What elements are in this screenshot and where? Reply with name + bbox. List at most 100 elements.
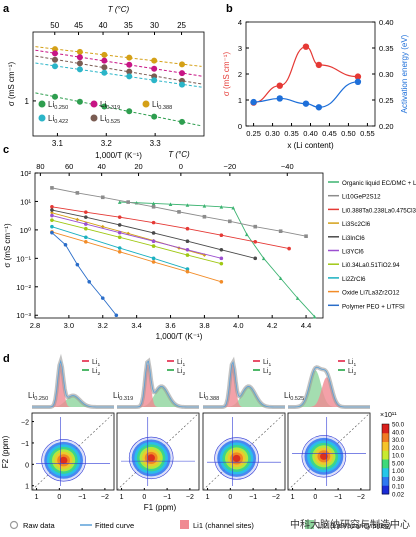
data-point-1: [177, 210, 181, 214]
subpanel-label: Li0.388: [199, 391, 219, 402]
contour-level: [320, 452, 328, 460]
y-tick-label: 1: [25, 484, 29, 491]
y-axis-label: F2 (ppm): [1, 435, 10, 468]
bottom-legend-swatch: [180, 520, 189, 529]
top-axis-label: T (°C): [108, 5, 130, 14]
subpanel-label: Li0.319: [113, 391, 133, 402]
data-point-9: [50, 230, 54, 235]
top-axis-label: T (°C): [168, 150, 190, 159]
x-tick-label: 4.0: [233, 321, 243, 330]
data-point-3: [51, 63, 58, 70]
y-axis-label: σ (mS cm⁻¹): [3, 223, 12, 268]
data-point-0: [179, 61, 186, 68]
panel-label-c: c: [3, 144, 9, 156]
contour-level: [59, 456, 68, 464]
fitted-curve: [203, 361, 285, 408]
data-point-1: [101, 57, 108, 64]
data-point-0: [202, 204, 207, 208]
data-point-0: [151, 57, 158, 64]
bottom-legend-label: Li2 (La-vacancy sites): [318, 521, 391, 530]
contour-level: [232, 454, 241, 463]
top-tick-label: 35: [124, 21, 133, 30]
legend-label: Li3Sc2Cl6: [342, 221, 371, 228]
x-tick-label: 4.2: [267, 321, 277, 330]
data-point-0: [315, 61, 323, 69]
data-point-4: [151, 231, 156, 235]
legend-label: Polymer PEO + LiTFSI: [342, 303, 405, 310]
x-axis-label: 1,000/T (K⁻¹): [156, 332, 203, 341]
data-point-1: [304, 234, 308, 239]
top-tick-label: 20: [134, 162, 142, 171]
colorbar-frame: [381, 423, 390, 495]
data-point-3: [76, 66, 83, 73]
x-tick-label: 0.50: [341, 129, 356, 138]
data-point-6: [50, 218, 54, 222]
x-tick-label: 0.55: [360, 129, 375, 138]
data-point-7: [151, 256, 156, 261]
legend-swatch: [90, 114, 98, 122]
y-tick-label: 10⁻¹: [16, 254, 31, 263]
data-point-6: [117, 235, 122, 240]
x-tick-label: 0.25: [246, 129, 261, 138]
data-point-8: [84, 240, 88, 244]
colorbar-tick-label: 40.0: [392, 429, 405, 436]
data-point-2: [84, 210, 88, 214]
data-point-5: [151, 239, 156, 244]
legend-1d-label: Li2: [348, 368, 356, 377]
data-point-0: [231, 205, 236, 210]
y-left-tick-label: 2: [238, 70, 242, 79]
data-point-8: [151, 260, 156, 264]
colorbar-tick-label: 30.0: [392, 437, 405, 444]
fit-line-0: [35, 46, 202, 67]
colorbar-tick-label: 0.30: [392, 476, 405, 483]
data-point-5: [185, 247, 190, 252]
data-point-3: [202, 253, 207, 257]
x-tick-label: 0.30: [265, 129, 280, 138]
data-point-9: [100, 296, 105, 300]
bottom-legend-label: Li1 (channel sites): [193, 521, 254, 530]
data-point-0: [168, 202, 173, 207]
y-right-tick-label: 0.25: [379, 96, 394, 105]
y-axis-label: σ (mS cm⁻¹): [7, 62, 16, 107]
li2-peak: [203, 386, 285, 407]
top-tick-label: 50: [50, 21, 59, 30]
fit-line-4: [35, 92, 202, 127]
data-point-4: [253, 256, 258, 261]
data-point-3: [50, 210, 54, 215]
data-point-9: [63, 242, 68, 247]
legend-label: Li0.250: [48, 100, 68, 111]
x-tick-label: −2: [357, 494, 365, 501]
top-tick-label: 40: [97, 162, 105, 171]
data-point-4: [51, 93, 58, 100]
x-tick-label: 0: [57, 494, 61, 501]
top-tick-label: 25: [177, 21, 186, 30]
x-tick-label: −1: [249, 494, 257, 501]
y-tick-label: −1: [21, 441, 29, 448]
data-point-0: [244, 232, 249, 237]
panel-a: a 3.1 3.2 3.3 1 50 45 40 35 30 25 T (°C) 1,000/T (K⁻…: [3, 3, 205, 160]
top-tick-label: 30: [150, 21, 159, 30]
x-tick-label: 0.40: [303, 129, 318, 138]
y-right-axis-label: Activation energy (eV): [400, 34, 409, 113]
data-point-6: [84, 226, 88, 231]
data-point-8: [219, 279, 224, 284]
legend-label: Li3InCl6: [342, 235, 365, 242]
legend-swatch: [142, 100, 150, 108]
y-right-tick-label: 0.20: [379, 122, 394, 131]
data-point-4: [117, 223, 122, 227]
legend-label: Organic liquid EC/DMC + LiPF6: [342, 180, 416, 187]
colorbar-tick-label: 50.0: [392, 422, 405, 429]
subpanel-label: Li0.250: [28, 391, 48, 402]
series-line-9: [51, 232, 117, 316]
x-tick-label: 3.0: [64, 321, 74, 330]
data-point-9: [75, 262, 80, 267]
data-point-0: [51, 46, 58, 53]
data-point-1: [278, 229, 283, 233]
fit-line-3: [35, 62, 202, 88]
data-point-0: [312, 314, 317, 319]
data-point-1: [315, 104, 323, 111]
legend-label: Li3YCl6: [342, 249, 364, 256]
plot-frame: [245, 21, 376, 127]
data-point-4: [84, 215, 88, 219]
